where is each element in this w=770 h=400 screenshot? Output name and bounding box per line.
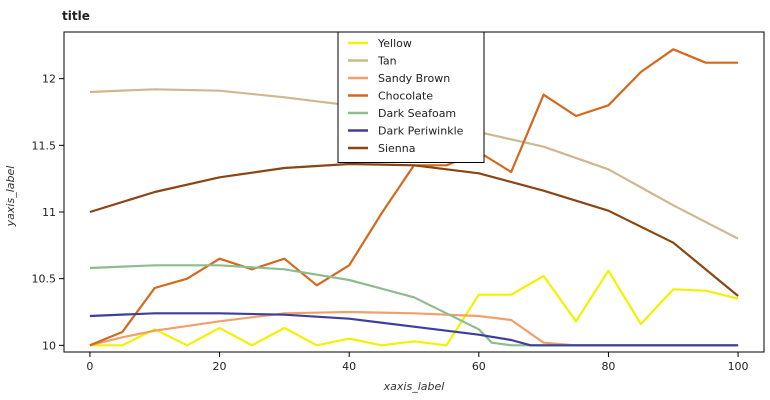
series-line-dark-seafoam [89, 264, 739, 347]
legend-label: Tan [377, 55, 397, 68]
legend-label: Yellow [377, 37, 412, 50]
x-tick-label: 80 [601, 360, 615, 373]
x-axis-label: xaxis_label [383, 380, 445, 393]
legend: Yellow Tan Sandy Brown Chocolate Dark Seafoa… [337, 31, 485, 163]
y-axis-label: yaxis_label [4, 166, 17, 228]
legend-label: Sandy Brown [378, 72, 450, 85]
legend-label: Dark Periwinkle [378, 125, 464, 138]
x-tick-label: 100 [728, 360, 749, 373]
axes: 0 20 40 60 80 100 10 10.5 11 11.5 12 [32, 31, 765, 373]
legend-box [337, 31, 485, 163]
x-tick-label: 0 [86, 360, 93, 373]
x-tick-label: 60 [472, 360, 486, 373]
series-layer [89, 48, 739, 347]
series-line-yellow [89, 269, 739, 347]
y-tick-label: 11.5 [32, 139, 57, 152]
legend-label: Sienna [378, 142, 416, 155]
y-tick-label: 10 [42, 339, 56, 352]
legend-label: Dark Seafoam [378, 107, 456, 120]
y-tick-label: 11 [42, 206, 56, 219]
series-line-sienna [89, 162, 739, 297]
x-tick-label: 40 [342, 360, 356, 373]
series-line-dark-periwinkle [89, 312, 739, 347]
x-tick-label: 20 [213, 360, 227, 373]
legend-label: Chocolate [378, 90, 433, 103]
chart-title: title [62, 9, 90, 23]
y-tick-label: 10.5 [32, 273, 57, 286]
y-tick-label: 12 [42, 73, 56, 86]
